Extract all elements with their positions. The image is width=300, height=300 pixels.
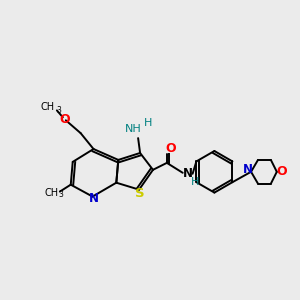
- Text: 3: 3: [59, 190, 64, 199]
- Text: N: N: [88, 192, 98, 205]
- Text: 3: 3: [56, 106, 61, 115]
- Text: O: O: [277, 165, 287, 178]
- Text: CH: CH: [41, 102, 55, 112]
- Text: O: O: [166, 142, 176, 154]
- Text: H: H: [190, 177, 199, 187]
- Text: S: S: [135, 187, 145, 200]
- Text: N: N: [183, 167, 193, 180]
- Text: H: H: [144, 118, 152, 128]
- Text: N: N: [243, 163, 253, 176]
- Text: NH: NH: [125, 124, 142, 134]
- Text: CH: CH: [45, 188, 59, 198]
- Text: O: O: [59, 113, 70, 126]
